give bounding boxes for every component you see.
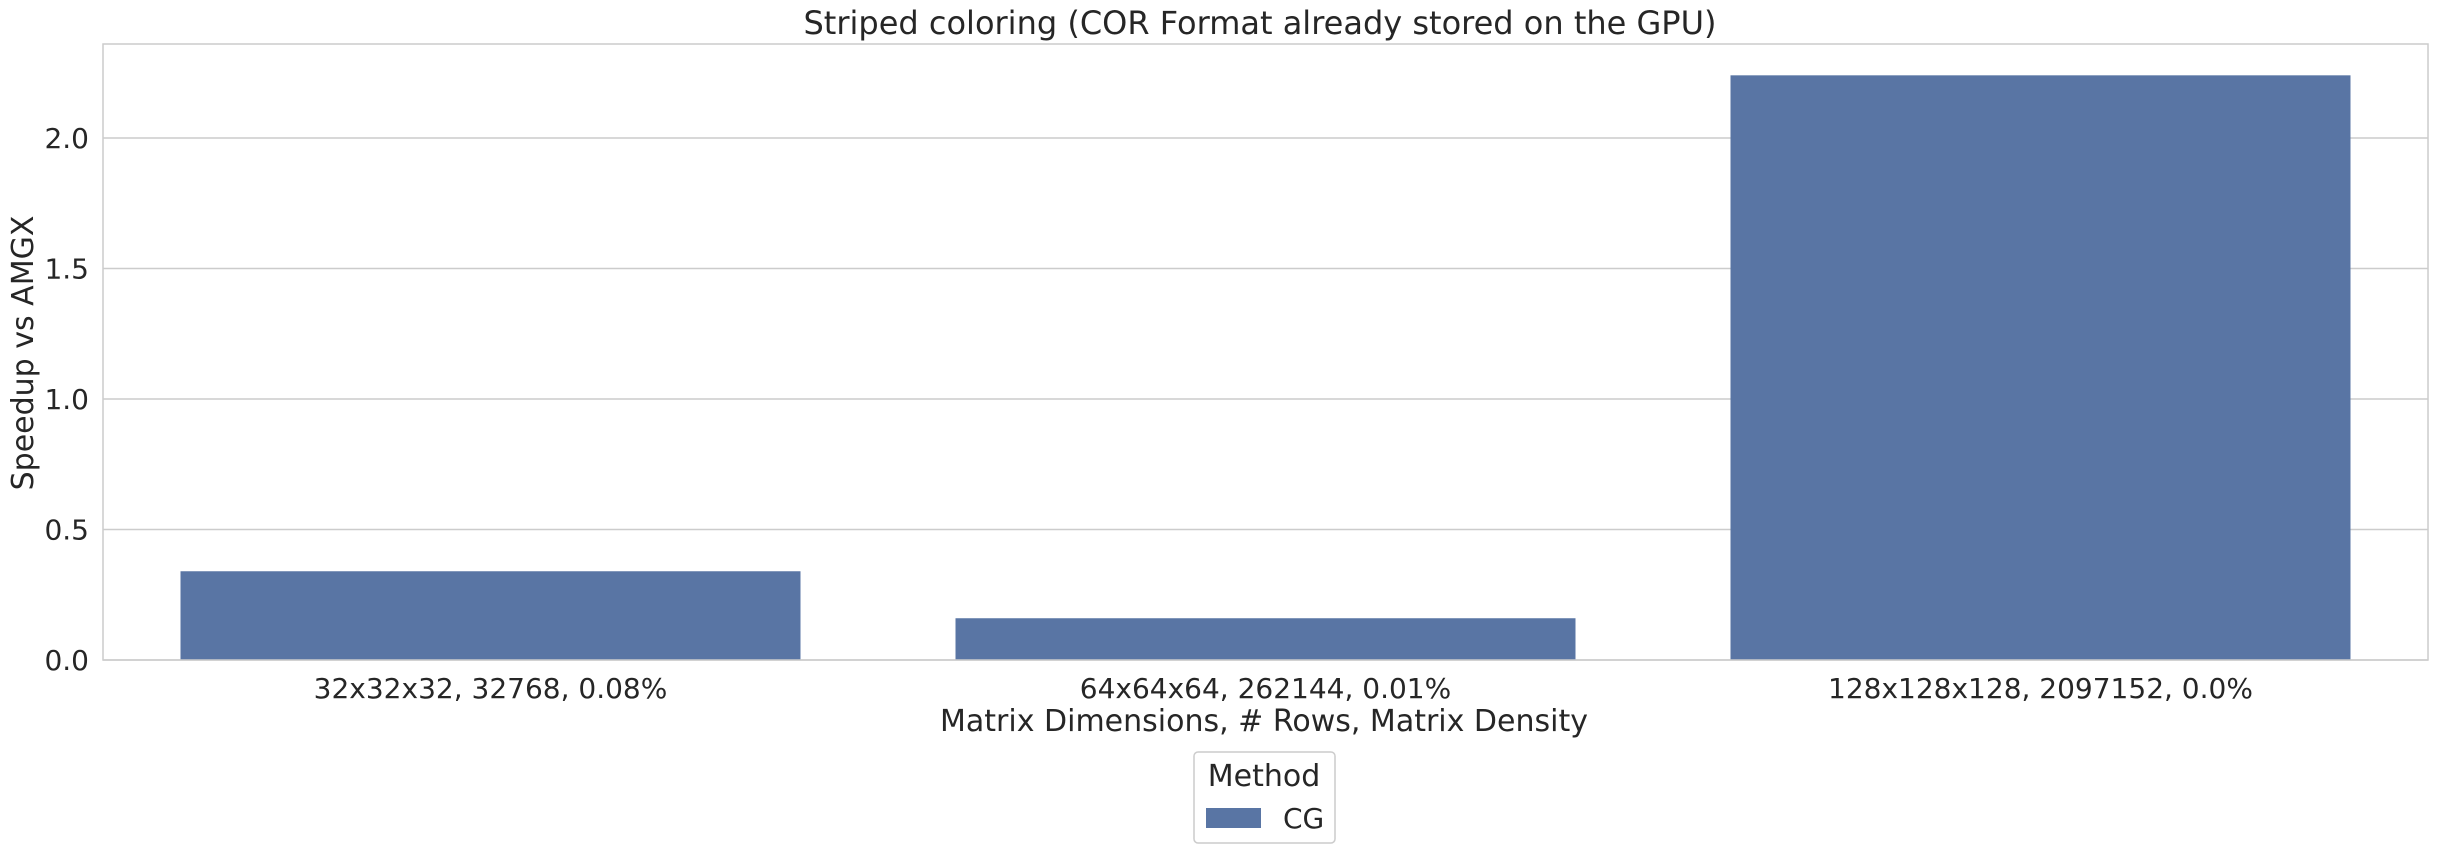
chart-title: Striped coloring (COR Format already sto… <box>803 4 1716 42</box>
bar-cg-1 <box>955 618 1576 660</box>
y-tick-label: 1.0 <box>44 383 89 416</box>
legend-swatch-cg <box>1206 808 1261 828</box>
y-tick-label: 0.0 <box>44 644 89 677</box>
x-tick-label: 32x32x32, 32768, 0.08% <box>314 672 668 705</box>
legend-label-cg: CG <box>1283 802 1324 835</box>
y-axis-label: Speedup vs AMGX <box>6 216 41 491</box>
tick-labels: 0.0 0.5 1.0 1.5 2.0 32x32x32, 32768, 0.08% 64x… <box>44 122 2252 705</box>
bars <box>180 75 2351 661</box>
axes <box>102 43 2429 661</box>
legend-title: Method <box>1208 759 1321 794</box>
bar-cg-0 <box>180 571 801 660</box>
legend: Method CG <box>1193 751 1336 844</box>
y-tick-label: 2.0 <box>44 122 89 155</box>
x-tick-label: 128x128x128, 2097152, 0.0% <box>1828 672 2253 705</box>
y-tick-label: 1.5 <box>44 252 89 285</box>
plot-frame <box>102 43 2429 661</box>
y-tick-label: 0.5 <box>44 513 89 546</box>
bar-cg-2 <box>1730 75 2351 661</box>
x-tick-label: 64x64x64, 262144, 0.01% <box>1080 672 1451 705</box>
x-axis-label: Matrix Dimensions, # Rows, Matrix Densit… <box>940 704 1588 739</box>
